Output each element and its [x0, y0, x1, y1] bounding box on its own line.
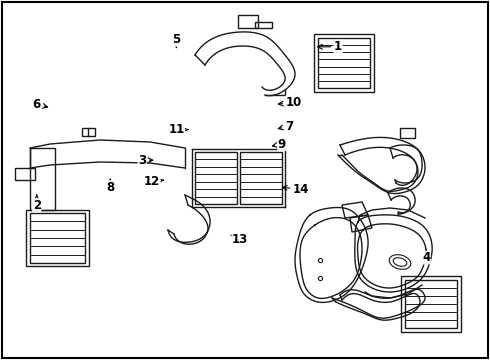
Text: 1: 1 [318, 40, 342, 53]
Text: 14: 14 [282, 183, 310, 195]
Text: 4: 4 [422, 249, 430, 264]
Bar [240, 152, 282, 204]
Text: 3: 3 [138, 154, 153, 167]
Bar [195, 152, 237, 204]
Text: 13: 13 [231, 233, 248, 246]
Bar [405, 280, 457, 328]
Bar [401, 276, 461, 332]
Text: 5: 5 [172, 33, 180, 48]
Text: 11: 11 [168, 123, 188, 136]
Bar [30, 213, 85, 263]
Text: 12: 12 [144, 175, 164, 188]
Text: 6: 6 [33, 98, 48, 111]
Text: 2: 2 [33, 195, 41, 212]
Text: 10: 10 [278, 96, 302, 109]
Bar [26, 210, 89, 266]
Text: 9: 9 [272, 138, 286, 150]
Text: 8: 8 [106, 179, 114, 194]
Bar [318, 38, 370, 88]
Bar [314, 34, 374, 92]
Text: 7: 7 [278, 120, 293, 132]
